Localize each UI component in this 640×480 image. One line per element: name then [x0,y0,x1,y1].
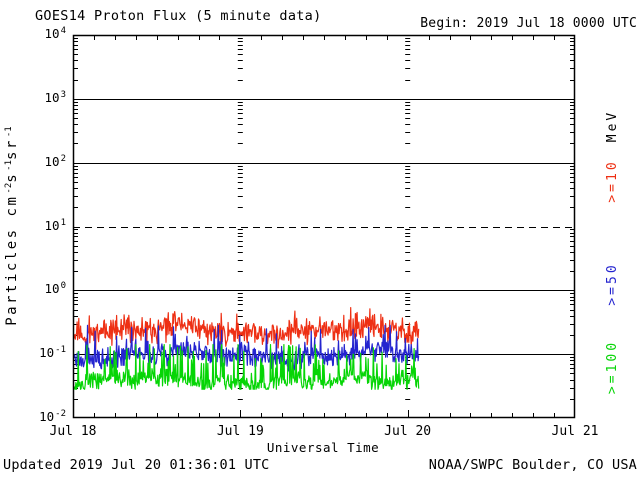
y-tick-label-1e1: 101 [44,217,66,233]
y-tick-label-1e4: 104 [44,26,66,41]
x-tick-label-jul-19: Jul 19 [216,424,264,439]
legend-label-100: >=100 [605,339,620,395]
legend-label-50: >=50 [605,262,620,306]
plot-title: GOES14 Proton Flux (5 minute data) [35,8,322,24]
begin-timestamp: Begin: 2019 Jul 18 0000 UTC [420,16,637,31]
x-tick-label-jul-20: Jul 20 [384,424,432,439]
horizontal-gridlines [73,99,575,355]
plot-border [72,34,576,419]
x-axis-label: Universal Time [266,440,380,455]
x-tick-label-jul-21: Jul 21 [551,424,599,439]
y-tick-label-1e-1: 10-1 [39,345,66,361]
y-tick-label-1e-2: 10-2 [39,409,66,424]
source-attribution: NOAA/SWPC Boulder, CO USA [428,457,637,473]
updated-timestamp: Updated 2019 Jul 20 01:36:01 UTC [3,457,270,473]
legend-label-10: >=10 [605,159,620,203]
y-tick-label-1e2: 102 [44,153,66,169]
x-tick-label-jul-18: Jul 18 [49,424,97,439]
y-tick-label-1e3: 103 [44,89,66,105]
series-line-100-mev [73,344,420,390]
series-line-10-mev [73,307,420,350]
y-tick-label-1e0: 100 [44,281,66,297]
